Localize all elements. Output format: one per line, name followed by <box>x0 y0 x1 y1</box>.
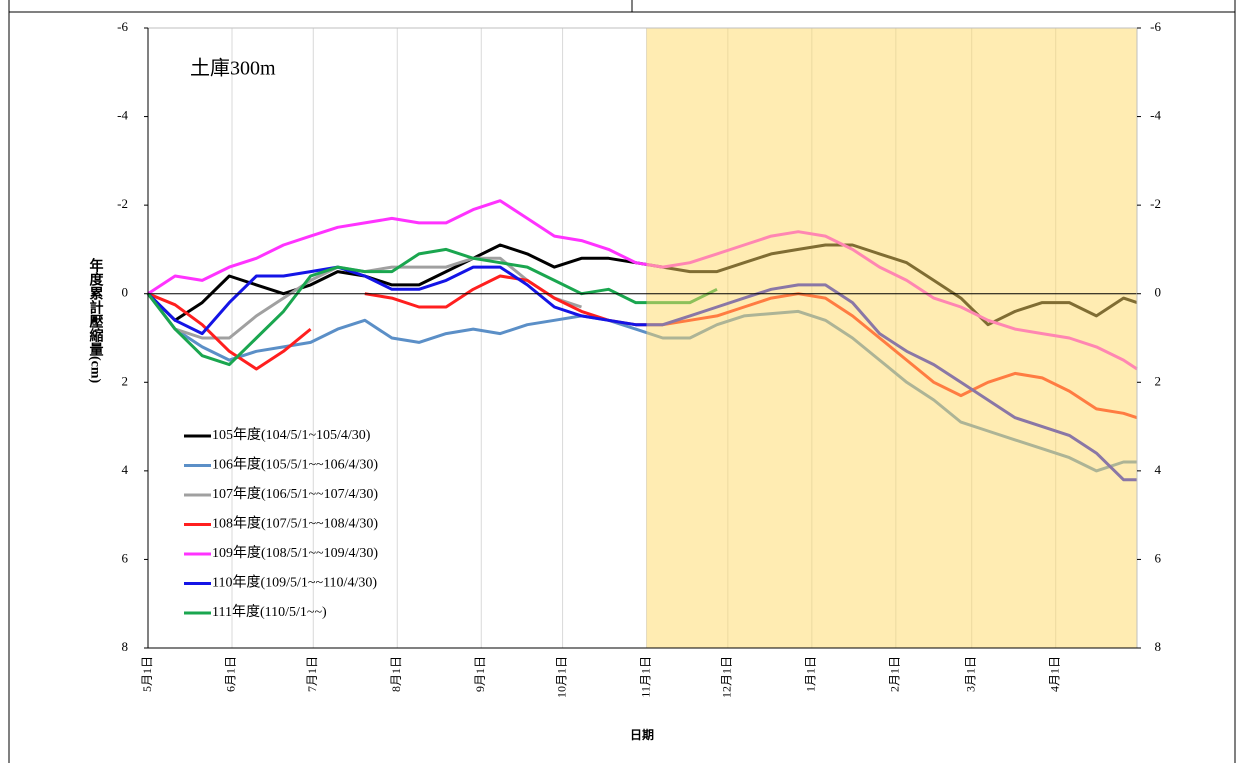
x-tick-label: 2月1日 <box>888 656 902 692</box>
y-tick-label: 0 <box>122 285 129 300</box>
y2-tick-label: 6 <box>1155 550 1162 565</box>
x-axis-label: 日期 <box>630 727 654 742</box>
y-axis-label: 年度累計壓縮量(cm) <box>88 257 104 383</box>
y-tick-label: 6 <box>122 550 129 565</box>
x-tick-label: 9月1日 <box>473 656 487 692</box>
y-tick-label: -6 <box>117 19 128 34</box>
legend-label: 107年度(106/5/1~~107/4/30) <box>212 486 378 502</box>
legend-label: 111年度(110/5/1~~) <box>212 604 327 620</box>
y2-tick-label: 0 <box>1155 285 1162 300</box>
x-tick-label: 6月1日 <box>224 656 238 692</box>
legend-label: 110年度(109/5/1~~110/4/30) <box>212 575 377 591</box>
plot: 5月1日 6月1日 7月1日 8月1日 9月1日 10月1日 11月1日 12月1日 1月1日 2… <box>117 19 1161 698</box>
y-tick-label: -4 <box>117 108 128 123</box>
x-tick-label: 10月1日 <box>554 656 568 698</box>
x-tick-label: 12月1日 <box>720 656 734 698</box>
y-tick-label: 8 <box>122 639 129 654</box>
legend-label: 109年度(108/5/1~~109/4/30) <box>212 545 378 561</box>
x-tick-label: 1月1日 <box>804 656 818 692</box>
highlight-region <box>646 28 1137 648</box>
x-tick-label: 3月1日 <box>963 656 977 692</box>
y-tick-label: 4 <box>122 462 129 477</box>
x-tick-label: 11月1日 <box>638 656 652 698</box>
y2-tick-label: -2 <box>1150 196 1161 211</box>
x-tick-label: 4月1日 <box>1047 656 1061 692</box>
y-tick-label: -2 <box>117 196 128 211</box>
x-tick-label: 8月1日 <box>389 656 403 692</box>
y2-tick-label: -6 <box>1150 19 1161 34</box>
legend-label: 108年度(107/5/1~~108/4/30) <box>212 516 378 532</box>
annotation: 土庫300m <box>190 57 276 80</box>
legend-label: 106年度(105/5/1~~106/4/30) <box>212 457 378 473</box>
x-tick-label: 7月1日 <box>305 656 319 692</box>
y2-tick-label: 8 <box>1155 639 1162 654</box>
y2-tick-label: -4 <box>1150 108 1161 123</box>
y2-tick-label: 2 <box>1155 373 1162 388</box>
legend-label: 105年度(104/5/1~105/4/30) <box>212 427 371 443</box>
x-tick-label: 5月1日 <box>140 656 154 692</box>
series-line <box>146 247 718 367</box>
y-tick-label: 2 <box>122 373 129 388</box>
y2-tick-label: 4 <box>1155 462 1162 477</box>
